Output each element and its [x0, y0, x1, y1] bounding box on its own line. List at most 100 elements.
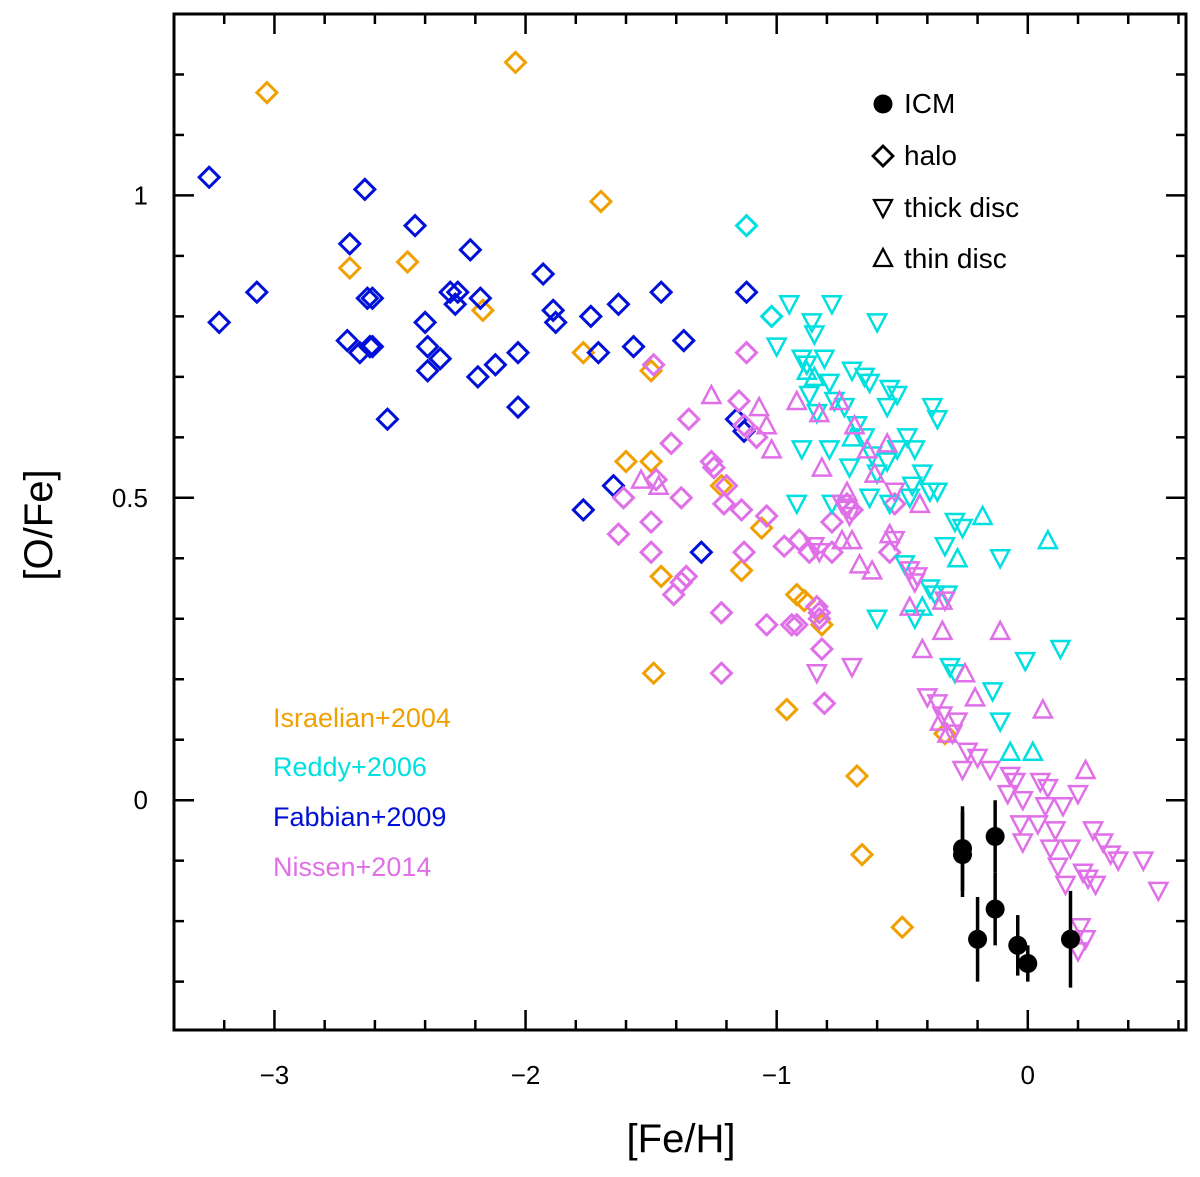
point-reddy-2006-thick-disc-2	[803, 325, 826, 347]
point-israelian-2004-5	[470, 298, 495, 323]
source-label-fabbian: Fabbian+2009	[273, 802, 446, 832]
point-nissen-2014-thick-disc-47	[1147, 881, 1170, 903]
point-nissen-2014-halo-1	[641, 352, 666, 377]
point-nissen-2014-thin-disc-3	[755, 413, 778, 435]
point-reddy-2006-thick-disc-54	[1049, 639, 1072, 661]
legend-marker-thin-disc	[872, 246, 894, 268]
point-fabbian-2009-4	[402, 213, 428, 238]
point-nissen-2014-thick-disc-23	[1004, 772, 1027, 794]
triangle-down-icon	[872, 198, 894, 220]
point-reddy-2006-thick-disc-12	[818, 373, 841, 395]
point-nissen-2014-thick-disc-11	[840, 657, 864, 679]
point-nissen-2014-halo-8	[701, 455, 727, 480]
x-axis-title: [Fe/H]	[627, 1117, 736, 1161]
point-nissen-2014-thick-disc-40	[1107, 851, 1130, 873]
point-reddy-2006-thick-disc-57	[989, 712, 1012, 734]
point-nissen-2014-halo-23	[877, 540, 902, 565]
point-nissen-2014-thick-disc-20	[951, 760, 974, 782]
point-fabbian-2009-1	[207, 310, 232, 335]
x-tick-label: −3	[260, 1060, 290, 1090]
point-nissen-2014-thick-disc-0	[883, 482, 906, 504]
point-reddy-2006-thick-disc-53	[938, 657, 962, 679]
point-reddy-2006-thick-disc-52	[1014, 651, 1037, 673]
point-nissen-2014-thin-disc-9	[876, 431, 899, 453]
x-tick-label: 0	[1021, 1060, 1035, 1090]
point-nissen-2014-thin-disc-0	[700, 383, 723, 405]
point-nissen-2014-thick-disc-46	[1084, 875, 1107, 897]
point-nissen-2014-thick-disc-33	[1044, 821, 1067, 843]
point-nissen-2014-halo-12	[644, 467, 669, 492]
point-reddy-2006-thick-disc-20	[876, 397, 899, 419]
point-israelian-2004-4	[395, 249, 420, 275]
series-nissen-2014-halo	[606, 340, 907, 716]
legend-marker-thick-disc	[872, 198, 894, 220]
point-icm-1	[953, 845, 973, 865]
point-fabbian-2009-8	[355, 286, 380, 311]
point-reddy-2006-thick-disc-17	[845, 415, 869, 437]
point-nissen-2014-thin-disc-15	[908, 492, 931, 514]
point-reddy-2006-thin-disc-3	[971, 504, 994, 526]
point-reddy-2006-thick-disc-43	[951, 518, 974, 540]
point-nissen-2014-thick-disc-48	[1069, 917, 1092, 939]
legend-label-thin-disc: thin disc	[904, 243, 1007, 274]
point-nissen-2014-halo-32	[709, 600, 734, 625]
point-nissen-2014-halo-36	[804, 594, 829, 619]
point-icm-5	[1008, 935, 1028, 955]
point-nissen-2014-thin-disc-10	[630, 467, 653, 489]
legend-entry-thin-disc: thin disc	[872, 243, 1007, 274]
point-fabbian-2009-26	[428, 346, 453, 371]
point-nissen-2014-thick-disc-22	[999, 766, 1022, 788]
axes-frame	[172, 12, 1188, 1032]
point-reddy-2006-thick-disc-30	[838, 458, 861, 480]
marker-legend: ICM halo thick disc thin disc	[871, 88, 1019, 274]
point-reddy-2006-thick-disc-38	[785, 494, 808, 516]
point-nissen-2014-thin-disc-6	[828, 389, 851, 411]
point-nissen-2014-thick-disc-26	[996, 784, 1019, 806]
point-nissen-2014-thin-disc-7	[843, 413, 866, 435]
point-israelian-2004-21	[849, 842, 875, 867]
point-nissen-2014-halo-31	[731, 540, 757, 565]
point-nissen-2014-thick-disc-27	[1011, 790, 1034, 812]
point-reddy-2006-thick-disc-3	[820, 295, 844, 316]
point-fabbian-2009-39	[571, 497, 596, 523]
point-nissen-2014-halo-25	[606, 521, 631, 547]
point-reddy-2006-thick-disc-42	[943, 512, 967, 534]
point-nissen-2014-halo-34	[779, 612, 804, 637]
point-nissen-2014-halo-18	[797, 540, 822, 565]
point-icm-7	[1060, 929, 1080, 949]
point-nissen-2014-thick-disc-37	[1039, 839, 1062, 861]
point-reddy-2006-thick-disc-24	[886, 440, 909, 462]
point-reddy-2006-thick-disc-37	[901, 476, 924, 498]
plot-frame	[172, 12, 1188, 1032]
point-reddy-2006-halo-1	[759, 304, 784, 329]
point-israelian-2004-9	[639, 449, 664, 474]
point-nissen-2014-thin-disc-16	[878, 522, 901, 544]
point-nissen-2014-halo-24	[882, 491, 907, 516]
point-nissen-2014-thick-disc-12	[805, 663, 828, 685]
legend-label-halo: halo	[904, 140, 957, 171]
x-tick-label: −1	[762, 1060, 792, 1090]
point-nissen-2014-halo-40	[709, 661, 734, 686]
point-israelian-2004-8	[613, 449, 639, 474]
point-reddy-2006-thick-disc-22	[926, 409, 949, 431]
point-icm-4	[968, 929, 988, 949]
point-fabbian-2009-7	[531, 261, 556, 287]
point-fabbian-2009-20	[734, 280, 759, 305]
point-fabbian-2009-31	[621, 334, 646, 359]
point-fabbian-2009-13	[541, 298, 566, 323]
point-fabbian-2009-38	[601, 473, 626, 498]
point-fabbian-2009-40	[689, 540, 714, 565]
point-nissen-2014-halo-14	[669, 485, 694, 510]
point-fabbian-2009-5	[337, 231, 362, 256]
point-nissen-2014-thick-disc-45	[1054, 875, 1077, 897]
point-nissen-2014-halo-35	[784, 612, 809, 637]
point-reddy-2006-thick-disc-19	[886, 385, 909, 407]
point-nissen-2014-thin-disc-28	[1031, 697, 1054, 719]
point-nissen-2014-thick-disc-9	[903, 573, 926, 595]
point-nissen-2014-thick-disc-1	[830, 494, 854, 516]
point-reddy-2006-thick-disc-44	[933, 536, 957, 558]
point-nissen-2014-halo-41	[812, 691, 837, 716]
point-fabbian-2009-34	[505, 394, 531, 420]
point-fabbian-2009-16	[443, 292, 468, 317]
point-nissen-2014-thin-disc-29	[928, 709, 951, 731]
